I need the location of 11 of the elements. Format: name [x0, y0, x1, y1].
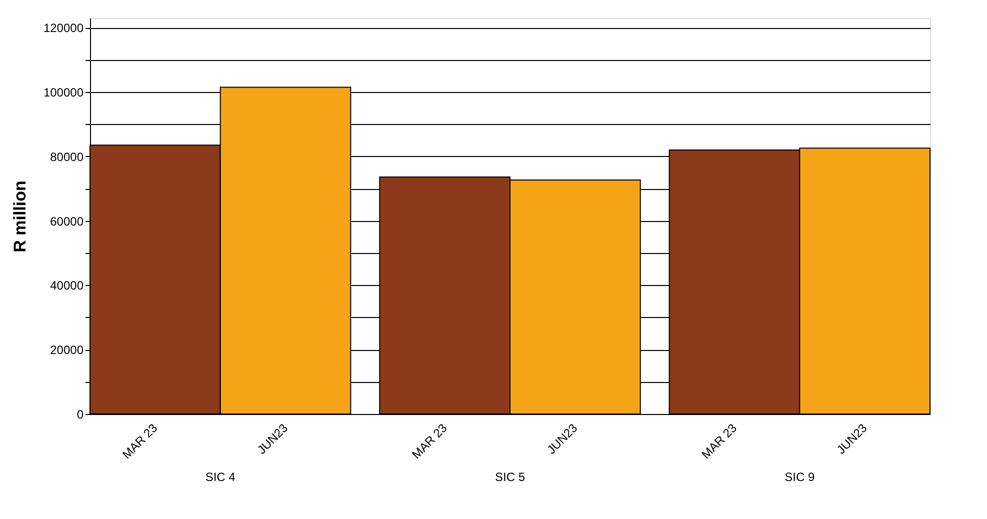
x-tick-label: SIC 9 [784, 470, 815, 484]
y-tick-label: 0 [76, 408, 84, 422]
y-tick-label: 120000 [43, 21, 84, 36]
x-tick-label: SIC 5 [494, 470, 526, 484]
y-tick-label: 20000 [50, 343, 84, 358]
x-tick-label: SIC 4 [205, 470, 236, 484]
y-tick-label: 40000 [50, 278, 84, 293]
y-axis-title: R million [10, 180, 30, 252]
y-tick-label: 80000 [50, 150, 84, 164]
y-tick-label: 60000 [50, 214, 84, 228]
y-tick-label: 100000 [43, 86, 84, 100]
